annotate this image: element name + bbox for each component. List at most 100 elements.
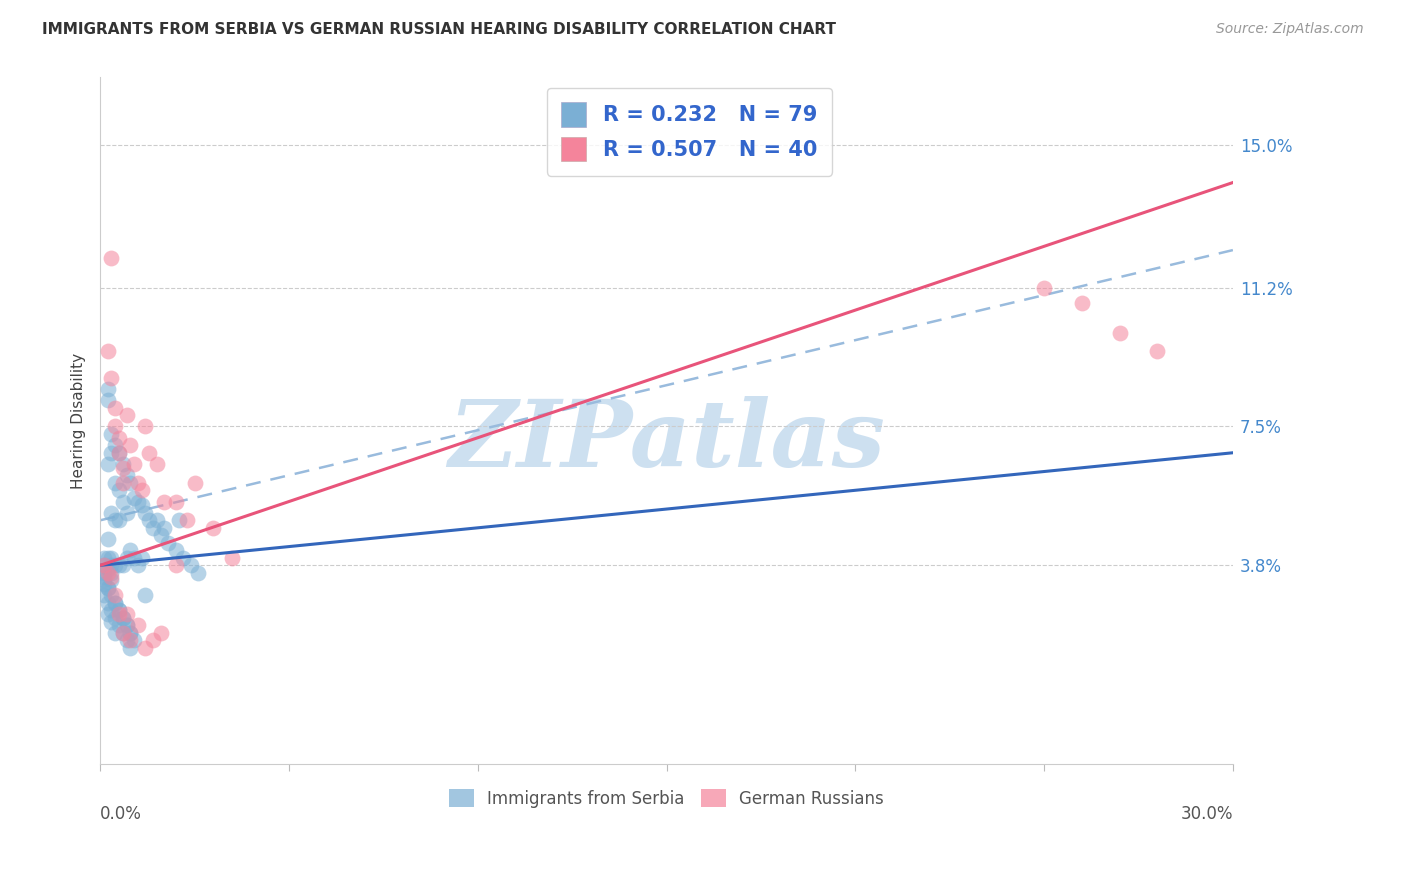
Point bbox=[127, 475, 149, 490]
Point bbox=[100, 558, 122, 573]
Point bbox=[115, 607, 138, 622]
Point bbox=[1033, 280, 1056, 294]
Point bbox=[111, 611, 134, 625]
Point bbox=[97, 566, 120, 580]
Point bbox=[108, 603, 131, 617]
Point bbox=[142, 633, 165, 648]
Point bbox=[115, 550, 138, 565]
Point bbox=[153, 521, 176, 535]
Point bbox=[165, 558, 187, 573]
Point bbox=[142, 521, 165, 535]
Point bbox=[104, 401, 127, 415]
Point bbox=[93, 569, 115, 583]
Point bbox=[108, 483, 131, 498]
Text: IMMIGRANTS FROM SERBIA VS GERMAN RUSSIAN HEARING DISABILITY CORRELATION CHART: IMMIGRANTS FROM SERBIA VS GERMAN RUSSIAN… bbox=[42, 22, 837, 37]
Point bbox=[93, 558, 115, 573]
Point bbox=[120, 475, 142, 490]
Point bbox=[104, 596, 127, 610]
Point bbox=[127, 494, 149, 508]
Point bbox=[134, 640, 156, 655]
Point bbox=[108, 446, 131, 460]
Point bbox=[111, 460, 134, 475]
Point bbox=[104, 558, 127, 573]
Text: ZIPatlas: ZIPatlas bbox=[449, 396, 884, 486]
Point bbox=[115, 633, 138, 648]
Point bbox=[104, 611, 127, 625]
Point bbox=[100, 446, 122, 460]
Point bbox=[115, 618, 138, 632]
Point bbox=[149, 626, 172, 640]
Point bbox=[134, 506, 156, 520]
Point bbox=[122, 457, 145, 471]
Point bbox=[120, 626, 142, 640]
Point bbox=[127, 618, 149, 632]
Point bbox=[93, 550, 115, 565]
Point bbox=[134, 588, 156, 602]
Point bbox=[111, 457, 134, 471]
Point bbox=[131, 483, 153, 498]
Point bbox=[108, 603, 131, 617]
Point bbox=[100, 615, 122, 629]
Point bbox=[1108, 326, 1130, 340]
Point bbox=[100, 566, 122, 580]
Point bbox=[120, 640, 142, 655]
Point bbox=[97, 607, 120, 622]
Point bbox=[93, 558, 115, 573]
Point bbox=[120, 626, 142, 640]
Point bbox=[153, 494, 176, 508]
Point bbox=[104, 588, 127, 602]
Point bbox=[165, 543, 187, 558]
Point bbox=[104, 626, 127, 640]
Point bbox=[111, 611, 134, 625]
Point bbox=[221, 550, 243, 565]
Point bbox=[100, 569, 122, 583]
Legend: R = 0.232   N = 79, R = 0.507   N = 40: R = 0.232 N = 79, R = 0.507 N = 40 bbox=[547, 87, 832, 176]
Point bbox=[134, 419, 156, 434]
Point bbox=[104, 438, 127, 452]
Point bbox=[108, 618, 131, 632]
Point bbox=[100, 574, 122, 588]
Point bbox=[120, 633, 142, 648]
Point bbox=[100, 427, 122, 442]
Point bbox=[1070, 295, 1092, 310]
Point bbox=[138, 446, 160, 460]
Point bbox=[180, 558, 202, 573]
Point bbox=[93, 588, 115, 602]
Point bbox=[104, 475, 127, 490]
Point bbox=[120, 438, 142, 452]
Point bbox=[97, 562, 120, 576]
Point bbox=[108, 558, 131, 573]
Point bbox=[104, 419, 127, 434]
Point bbox=[111, 494, 134, 508]
Point bbox=[115, 506, 138, 520]
Point bbox=[97, 457, 120, 471]
Point bbox=[97, 581, 120, 595]
Point bbox=[157, 536, 180, 550]
Point bbox=[111, 626, 134, 640]
Point bbox=[115, 618, 138, 632]
Text: Source: ZipAtlas.com: Source: ZipAtlas.com bbox=[1216, 22, 1364, 37]
Point bbox=[97, 532, 120, 546]
Point bbox=[100, 251, 122, 265]
Point bbox=[176, 513, 198, 527]
Point bbox=[122, 633, 145, 648]
Point bbox=[108, 446, 131, 460]
Point bbox=[183, 475, 205, 490]
Point bbox=[111, 626, 134, 640]
Point bbox=[165, 494, 187, 508]
Point bbox=[120, 543, 142, 558]
Point bbox=[1146, 344, 1168, 359]
Point bbox=[97, 581, 120, 595]
Point bbox=[104, 596, 127, 610]
Point bbox=[131, 550, 153, 565]
Point bbox=[93, 577, 115, 591]
Point bbox=[187, 566, 209, 580]
Point bbox=[145, 513, 167, 527]
Point bbox=[111, 558, 134, 573]
Point bbox=[100, 506, 122, 520]
Point bbox=[97, 382, 120, 396]
Point bbox=[169, 513, 191, 527]
Point bbox=[138, 513, 160, 527]
Point bbox=[97, 393, 120, 408]
Point bbox=[97, 550, 120, 565]
